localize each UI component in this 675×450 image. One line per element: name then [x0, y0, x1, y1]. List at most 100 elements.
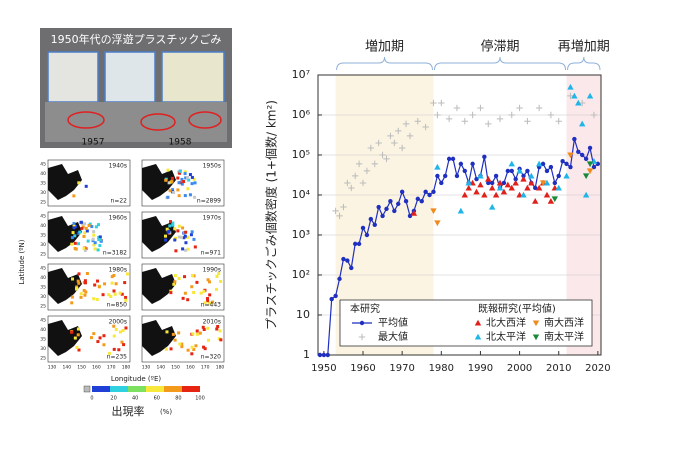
map-cell	[93, 241, 97, 245]
colorbar-segment	[146, 386, 164, 392]
map-cell	[169, 347, 173, 351]
map-cell	[76, 279, 80, 283]
map-cell	[125, 272, 129, 276]
marker-triangle-down	[532, 320, 540, 327]
map-cell	[117, 348, 121, 352]
marker-dot	[431, 189, 436, 195]
map-cell	[177, 331, 181, 335]
marker-dot	[580, 152, 585, 158]
marker-dot	[591, 164, 597, 170]
map-cell	[166, 195, 170, 199]
legend-label: 平均値	[378, 316, 408, 329]
marker-dot	[587, 145, 593, 151]
legend-label: 南大西洋	[544, 316, 584, 329]
marker-plus	[524, 117, 531, 125]
marker-triangle	[571, 92, 578, 99]
map-cell	[77, 348, 81, 352]
marker-dot	[568, 164, 573, 170]
map-cell	[206, 299, 210, 303]
map-cell	[190, 175, 194, 179]
marker-triangle	[473, 188, 480, 195]
map-cell	[183, 234, 187, 238]
map-cell	[110, 275, 114, 279]
map-cell	[92, 233, 96, 237]
map-cell	[121, 329, 125, 333]
marker-plus	[332, 207, 339, 215]
lat-tick-label: 30	[40, 190, 46, 196]
map-cell	[184, 241, 188, 245]
map-cell	[85, 272, 89, 276]
period-brace	[567, 56, 601, 71]
marker-triangle	[496, 184, 504, 191]
map-cell	[184, 230, 188, 234]
map-cell	[92, 297, 96, 301]
marker-dot	[462, 168, 467, 174]
marker-dot	[317, 352, 323, 358]
x-tick-label: 1990	[468, 363, 493, 374]
map-cell	[219, 338, 223, 342]
marker-dot	[392, 208, 397, 214]
y-axis-label: プラスチックごみ個数密度 (1+個数/ km²)	[264, 100, 279, 330]
map-cell	[192, 274, 196, 278]
map-cell	[120, 340, 124, 344]
map-cell	[183, 172, 187, 176]
map-cell	[170, 176, 174, 180]
map-cell	[214, 287, 218, 291]
marker-plus	[402, 120, 410, 128]
plot-frame	[317, 74, 602, 356]
y-tick-label: 10³	[292, 228, 310, 241]
map-decade: 1980s	[109, 267, 127, 274]
map-cell	[92, 332, 96, 336]
map-cell	[166, 168, 170, 172]
map-cell	[169, 220, 173, 224]
colorbar-unit: (%)	[160, 408, 172, 416]
marker-dot	[372, 222, 377, 227]
marker-dot	[446, 156, 452, 162]
map-cell	[183, 275, 187, 279]
map-cell	[193, 245, 197, 249]
map-cell	[191, 273, 195, 277]
map-cell	[70, 330, 74, 334]
marker-plus	[485, 120, 492, 128]
map-cell	[171, 188, 175, 192]
map-cell	[167, 229, 171, 233]
lat-tick-label: 25	[40, 252, 46, 258]
lon-tick-label: 140	[63, 365, 72, 371]
x-tick-label: 1980	[429, 363, 454, 374]
marker-dot	[564, 161, 569, 167]
map-cell	[181, 226, 185, 230]
map-cell	[174, 236, 178, 240]
map-cell	[172, 190, 176, 194]
map-n: n=443	[201, 302, 221, 309]
map-cell	[112, 334, 116, 338]
marker-triangle-down	[567, 152, 574, 159]
marker-triangle	[547, 197, 555, 204]
marker-triangle	[434, 163, 441, 170]
lon-tick-label: 150	[171, 365, 180, 371]
lat-tick-label: 25	[40, 356, 46, 362]
marker-plus	[535, 104, 543, 112]
lon-tick-label: 160	[92, 365, 101, 371]
map-cell	[206, 278, 210, 282]
marker-dot	[552, 180, 558, 186]
marker-triangle	[582, 191, 590, 198]
map-cell	[91, 239, 95, 243]
marker-triangle	[508, 184, 515, 191]
map-cell	[215, 327, 219, 331]
marker-dot	[556, 173, 561, 179]
map-cell	[184, 248, 188, 252]
map-cell	[186, 298, 190, 302]
map-cell	[202, 345, 206, 349]
y-tick-label: 10²	[292, 268, 310, 281]
map-cell	[98, 336, 102, 340]
marker-triangle	[520, 175, 527, 182]
lat-tick-label: 30	[40, 346, 46, 352]
map-cell	[77, 281, 81, 285]
photo-year: 1958	[169, 138, 192, 148]
colorbar-tick-label: 20	[110, 396, 116, 402]
map-cell	[93, 247, 97, 251]
map-cell	[206, 297, 210, 301]
map-cell	[84, 184, 88, 188]
marker-dot	[540, 161, 546, 167]
marker-triangle	[477, 181, 484, 188]
